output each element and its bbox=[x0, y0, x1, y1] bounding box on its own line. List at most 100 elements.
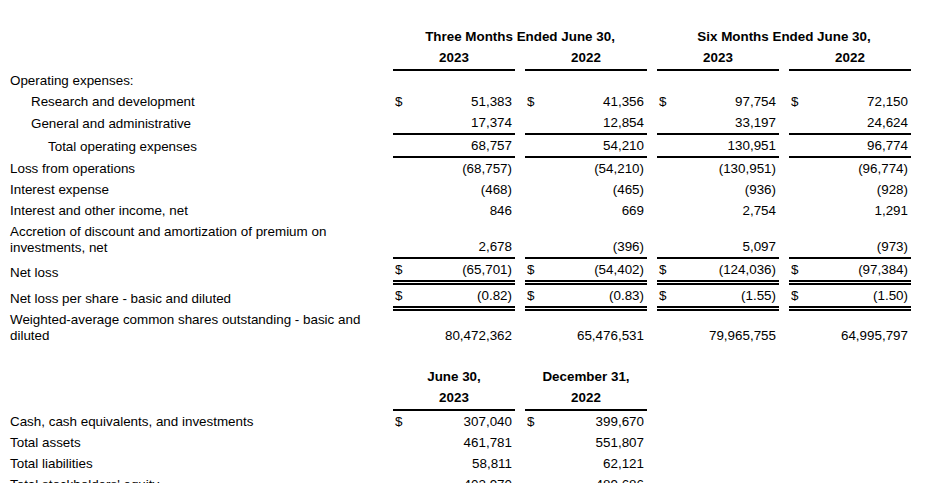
cell-value bbox=[675, 70, 779, 91]
year-column-header: 2023 bbox=[393, 387, 515, 410]
cell-value: 489,686 bbox=[543, 474, 647, 483]
row-label-spacer bbox=[5, 387, 393, 410]
column-gap bbox=[515, 112, 525, 134]
column-group-header: Three Months Ended June 30, bbox=[393, 26, 647, 47]
column-gap bbox=[779, 221, 789, 258]
currency-symbol: $ bbox=[789, 283, 807, 309]
currency-symbol bbox=[525, 432, 543, 453]
cell-value: (1.50) bbox=[807, 283, 911, 309]
currency-symbol bbox=[393, 134, 411, 157]
cell-value: 79,965,755 bbox=[675, 309, 779, 346]
currency-symbol bbox=[657, 70, 675, 91]
currency-symbol: $ bbox=[525, 283, 543, 309]
column-gap bbox=[647, 70, 657, 91]
row-label: Operating expenses: bbox=[5, 70, 393, 91]
cell-value: (396) bbox=[543, 221, 647, 258]
column-gap bbox=[647, 283, 657, 309]
cell-value: (973) bbox=[807, 221, 911, 258]
cell-value: 24,624 bbox=[807, 112, 911, 134]
currency-symbol bbox=[525, 200, 543, 221]
cell-value: (0.82) bbox=[411, 283, 515, 309]
column-gap bbox=[515, 283, 525, 309]
cell-value: (54,402) bbox=[543, 258, 647, 283]
row-label: Total assets bbox=[5, 432, 393, 453]
currency-symbol bbox=[525, 70, 543, 91]
cell-value: 96,774 bbox=[807, 134, 911, 157]
cell-value bbox=[543, 70, 647, 91]
column-gap bbox=[779, 179, 789, 200]
cell-value: 669 bbox=[543, 200, 647, 221]
column-gap bbox=[515, 453, 525, 474]
column-gap bbox=[779, 309, 789, 346]
cell-value: (97,384) bbox=[807, 258, 911, 283]
column-gap bbox=[515, 221, 525, 258]
currency-symbol: $ bbox=[525, 258, 543, 283]
currency-symbol bbox=[789, 309, 807, 346]
currency-symbol bbox=[393, 432, 411, 453]
currency-symbol: $ bbox=[393, 258, 411, 283]
cell-value: (65,701) bbox=[411, 258, 515, 283]
table-row: Total stockholders' equity402,970489,686 bbox=[5, 474, 647, 483]
currency-symbol: $ bbox=[393, 91, 411, 112]
cell-value: 402,970 bbox=[411, 474, 515, 483]
column-group-header: June 30, bbox=[393, 366, 515, 387]
cell-value: 17,374 bbox=[411, 112, 515, 134]
column-gap bbox=[515, 47, 525, 70]
currency-symbol: $ bbox=[657, 91, 675, 112]
cell-value: 62,121 bbox=[543, 453, 647, 474]
table-row: Loss from operations(68,757)(54,210)(130… bbox=[5, 157, 911, 179]
column-group-header: Six Months Ended June 30, bbox=[657, 26, 911, 47]
column-gap bbox=[515, 258, 525, 283]
cell-value: 12,854 bbox=[543, 112, 647, 134]
currency-symbol bbox=[657, 134, 675, 157]
cell-value: 65,476,531 bbox=[543, 309, 647, 346]
balance-summary-table: June 30,December 31,20232022Cash, cash e… bbox=[5, 366, 647, 483]
currency-symbol bbox=[789, 179, 807, 200]
currency-symbol bbox=[789, 70, 807, 91]
table-row: Net loss per share - basic and diluted$(… bbox=[5, 283, 911, 309]
cell-value: 2,678 bbox=[411, 221, 515, 258]
currency-symbol bbox=[789, 221, 807, 258]
table-header-row: Three Months Ended June 30, Six Months En… bbox=[5, 26, 911, 47]
currency-symbol: $ bbox=[657, 283, 675, 309]
row-label: Net loss bbox=[5, 258, 393, 283]
table-row: Interest and other income, net8466692,75… bbox=[5, 200, 911, 221]
table-row: Research and development$51,383$41,356$9… bbox=[5, 91, 911, 112]
currency-symbol: $ bbox=[393, 410, 411, 432]
currency-symbol bbox=[393, 200, 411, 221]
currency-symbol bbox=[525, 474, 543, 483]
column-gap bbox=[779, 47, 789, 70]
cell-value: 64,995,797 bbox=[807, 309, 911, 346]
table-row: Net loss$(65,701)$(54,402)$(124,036)$(97… bbox=[5, 258, 911, 283]
table-row: Weighted-average common shares outstandi… bbox=[5, 309, 911, 346]
cell-value: 72,150 bbox=[807, 91, 911, 112]
table-row: General and administrative17,37412,85433… bbox=[5, 112, 911, 134]
year-column-header: 2022 bbox=[525, 387, 647, 410]
year-column-header: 2023 bbox=[393, 47, 515, 70]
row-label-spacer bbox=[5, 47, 393, 70]
cell-value: (936) bbox=[675, 179, 779, 200]
table-header-row: 2023202220232022 bbox=[5, 47, 911, 70]
cell-value: (928) bbox=[807, 179, 911, 200]
row-label: Research and development bbox=[5, 91, 393, 112]
currency-symbol bbox=[393, 70, 411, 91]
currency-symbol bbox=[393, 453, 411, 474]
cell-value: (96,774) bbox=[807, 157, 911, 179]
cell-value: (0.83) bbox=[543, 283, 647, 309]
cell-value: 307,040 bbox=[411, 410, 515, 432]
column-gap bbox=[515, 410, 525, 432]
income-statement-table: Three Months Ended June 30, Six Months En… bbox=[5, 26, 911, 346]
currency-symbol bbox=[657, 179, 675, 200]
table-header-row: 2023 2022 bbox=[5, 387, 647, 410]
cell-value: (465) bbox=[543, 179, 647, 200]
table-row: Interest expense(468)(465)(936)(928) bbox=[5, 179, 911, 200]
currency-symbol: $ bbox=[525, 410, 543, 432]
table-row: Total operating expenses68,75754,210130,… bbox=[5, 134, 911, 157]
cell-value: 551,807 bbox=[543, 432, 647, 453]
cell-value bbox=[807, 70, 911, 91]
currency-symbol bbox=[657, 221, 675, 258]
row-label: General and administrative bbox=[5, 112, 393, 134]
cell-value: (68,757) bbox=[411, 157, 515, 179]
column-gap bbox=[647, 200, 657, 221]
cell-value: 58,811 bbox=[411, 453, 515, 474]
